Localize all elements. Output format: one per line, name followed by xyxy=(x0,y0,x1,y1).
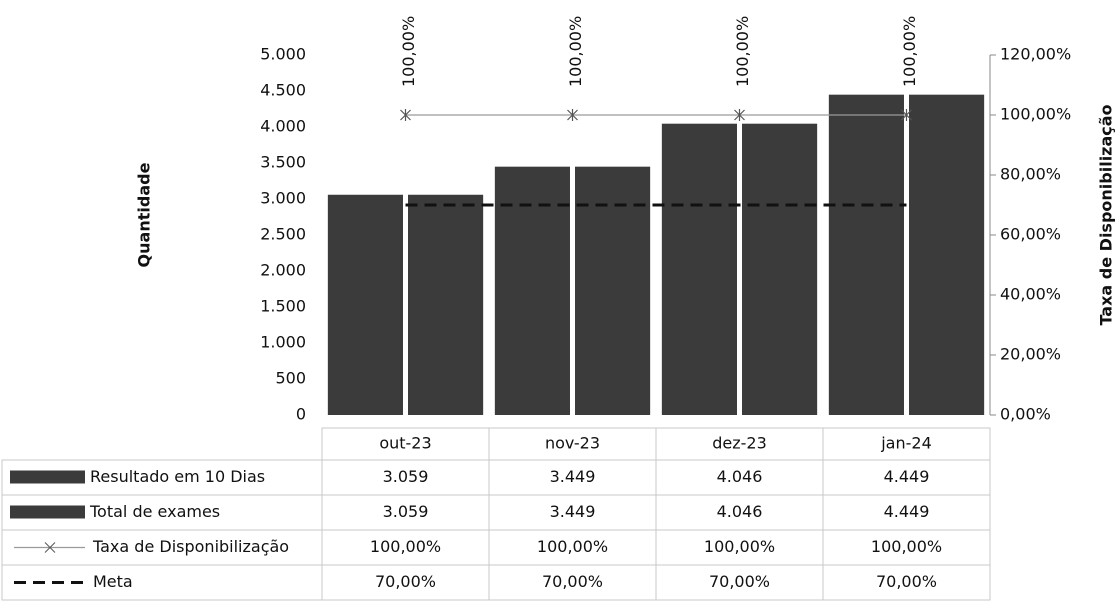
y-tick-label: 5.000 xyxy=(260,45,306,64)
line-marker xyxy=(567,109,578,121)
table-value: 4.449 xyxy=(884,502,930,521)
x-tick-label: jan-24 xyxy=(880,434,932,453)
x-tick-label: dez-23 xyxy=(712,434,767,453)
table-value: 100,00% xyxy=(537,537,608,556)
y-tick-label: 4.500 xyxy=(260,81,306,100)
y2-tick-label: 60,00% xyxy=(1000,225,1061,244)
table-value: 3.059 xyxy=(383,502,429,521)
y-tick-label: 3.500 xyxy=(260,153,306,172)
line-marker xyxy=(400,109,411,121)
legend-label: Meta xyxy=(93,572,133,591)
y2-tick-label: 40,00% xyxy=(1000,285,1061,304)
table-value: 4.046 xyxy=(717,467,763,486)
bar xyxy=(327,194,403,415)
y-tick-label: 2.000 xyxy=(260,261,306,280)
data-label: 100,00% xyxy=(566,16,585,87)
table-value: 70,00% xyxy=(709,572,770,591)
x-tick-label: out-23 xyxy=(379,434,431,453)
table-value: 70,00% xyxy=(542,572,603,591)
y2-tick-label: 120,00% xyxy=(1000,45,1071,64)
y2-tick-label: 80,00% xyxy=(1000,165,1061,184)
bar xyxy=(494,166,570,415)
bar xyxy=(742,123,818,416)
legend-key-marker xyxy=(44,542,56,553)
table-value: 4.046 xyxy=(717,502,763,521)
y-tick-label: 1.000 xyxy=(260,333,306,352)
legend-label: Resultado em 10 Dias xyxy=(90,467,265,486)
legend-label: Taxa de Disponibilização xyxy=(92,537,289,556)
table-value: 70,00% xyxy=(876,572,937,591)
legend-key xyxy=(10,505,85,519)
table-value: 3.059 xyxy=(383,467,429,486)
data-label: 100,00% xyxy=(399,16,418,87)
y-tick-label: 500 xyxy=(275,369,306,388)
table-value: 3.449 xyxy=(550,467,596,486)
table-value: 3.449 xyxy=(550,502,596,521)
data-label: 100,00% xyxy=(900,16,919,87)
line-marker xyxy=(901,109,912,121)
table-value: 100,00% xyxy=(871,537,942,556)
y-tick-label: 0 xyxy=(296,405,306,424)
bar xyxy=(909,94,985,415)
legend-key xyxy=(10,470,85,484)
bar xyxy=(661,123,737,416)
y-axis-title: Quantidade xyxy=(135,162,154,267)
y2-tick-label: 100,00% xyxy=(1000,105,1071,124)
bar xyxy=(408,194,484,415)
y2-axis-title: Taxa de Disponibilização xyxy=(1097,104,1116,325)
line-marker xyxy=(734,109,745,121)
table-value: 4.449 xyxy=(884,467,930,486)
table-value: 100,00% xyxy=(704,537,775,556)
data-label: 100,00% xyxy=(733,16,752,87)
table-row xyxy=(1,564,991,601)
y2-tick-label: 20,00% xyxy=(1000,345,1061,364)
bar xyxy=(828,94,904,415)
y-tick-label: 2.500 xyxy=(260,225,306,244)
table-value: 100,00% xyxy=(370,537,441,556)
x-tick-label: nov-23 xyxy=(545,434,600,453)
y-tick-label: 3.000 xyxy=(260,189,306,208)
y-tick-label: 4.000 xyxy=(260,117,306,136)
table-value: 70,00% xyxy=(375,572,436,591)
bar xyxy=(575,166,651,415)
y-tick-label: 1.500 xyxy=(260,297,306,316)
y2-tick-label: 0,00% xyxy=(1000,405,1051,424)
legend-label: Total de exames xyxy=(89,502,220,521)
